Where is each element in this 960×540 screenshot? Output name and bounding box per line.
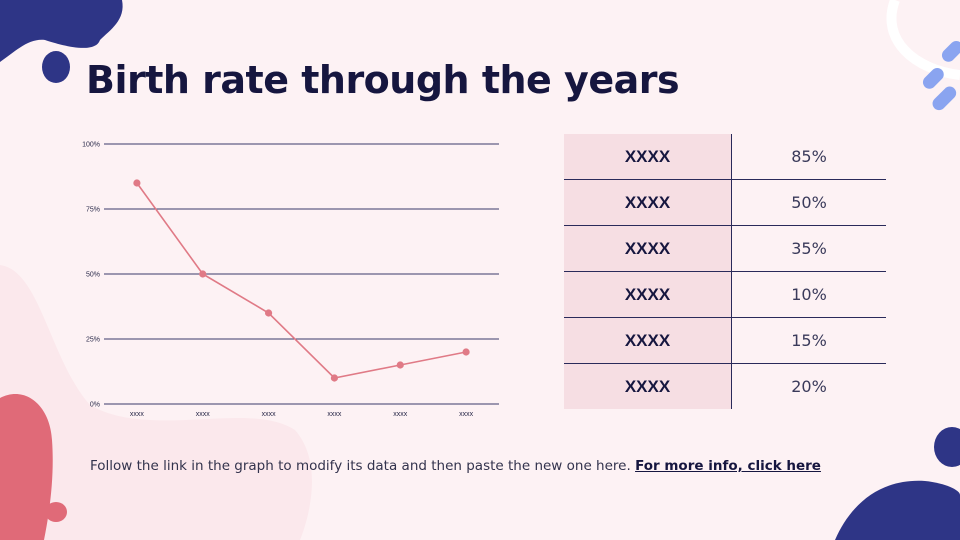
x-tick-label: xxxx — [327, 411, 342, 418]
blue-dash-3 — [932, 86, 957, 111]
line-chart: 0% 25% 50% 75% 100% xxxx xxxx xxxx xxxx xxxx xxxx — [82, 142, 499, 418]
data-point — [264, 309, 273, 317]
y-tick-label: 50% — [86, 272, 100, 279]
slide-title: Birth rate through the years — [86, 58, 680, 102]
navy-dot-top-left — [42, 51, 70, 83]
table-label-cell: XXXX — [564, 317, 732, 364]
table-value-cell: 10% — [731, 271, 886, 318]
navy-dot-right — [934, 427, 960, 467]
white-ring-top-right — [886, 0, 960, 80]
navy-blob-top-left — [0, 0, 123, 62]
pink-dot-bottom-left — [45, 502, 67, 522]
table-value-cell: 85% — [731, 134, 886, 180]
x-tick-label: xxxx — [393, 411, 408, 418]
table-label-cell: XXXX — [564, 363, 732, 409]
data-point — [199, 270, 207, 278]
table-row: XXXX 10% — [564, 271, 886, 318]
data-point — [133, 179, 141, 187]
x-tick-label: xxxx — [262, 411, 277, 418]
y-tick-label: 75% — [86, 207, 100, 214]
table-label-cell: XXXX — [564, 134, 732, 180]
table-label-cell: XXXX — [564, 225, 732, 272]
series-line — [136, 182, 467, 379]
footer-text: Follow the link in the graph to modify i… — [90, 458, 631, 474]
table-label-cell: XXXX — [564, 271, 732, 318]
y-tick-label: 0% — [90, 402, 100, 409]
table-row: XXXX 20% — [564, 363, 886, 409]
data-point — [462, 348, 470, 356]
y-tick-label: 100% — [82, 142, 100, 149]
table-row: XXXX 15% — [564, 317, 886, 364]
more-info-link[interactable]: For more info, click here — [635, 458, 821, 474]
x-tick-label: xxxx — [130, 411, 145, 418]
y-tick-label: 25% — [86, 337, 100, 344]
blue-dash-2 — [922, 67, 944, 89]
data-point — [396, 361, 404, 369]
data-point — [330, 374, 339, 382]
table-value-cell: 15% — [731, 317, 886, 364]
footer-note: Follow the link in the graph to modify i… — [90, 458, 821, 474]
table-value-cell: 20% — [791, 377, 827, 396]
x-tick-label: xxxx — [196, 411, 211, 418]
table-value-cell: 50% — [731, 179, 886, 226]
x-tick-label: xxxx — [459, 411, 474, 418]
table-row: XXXX 35% — [564, 225, 886, 272]
data-table: XXXX 85% XXXX 50% XXXX 35% XXXX 10% XXXX 15% XXXX 2… — [564, 134, 886, 409]
pink-blob-bottom-left — [0, 394, 53, 540]
navy-blob-bottom-right — [835, 480, 960, 540]
table-row: XXXX 50% — [564, 179, 886, 226]
table-label-cell: XXXX — [564, 179, 732, 226]
table-value-cell: 35% — [731, 225, 886, 272]
table-row: XXXX 85% — [564, 134, 886, 180]
blue-dash-1 — [941, 40, 960, 62]
